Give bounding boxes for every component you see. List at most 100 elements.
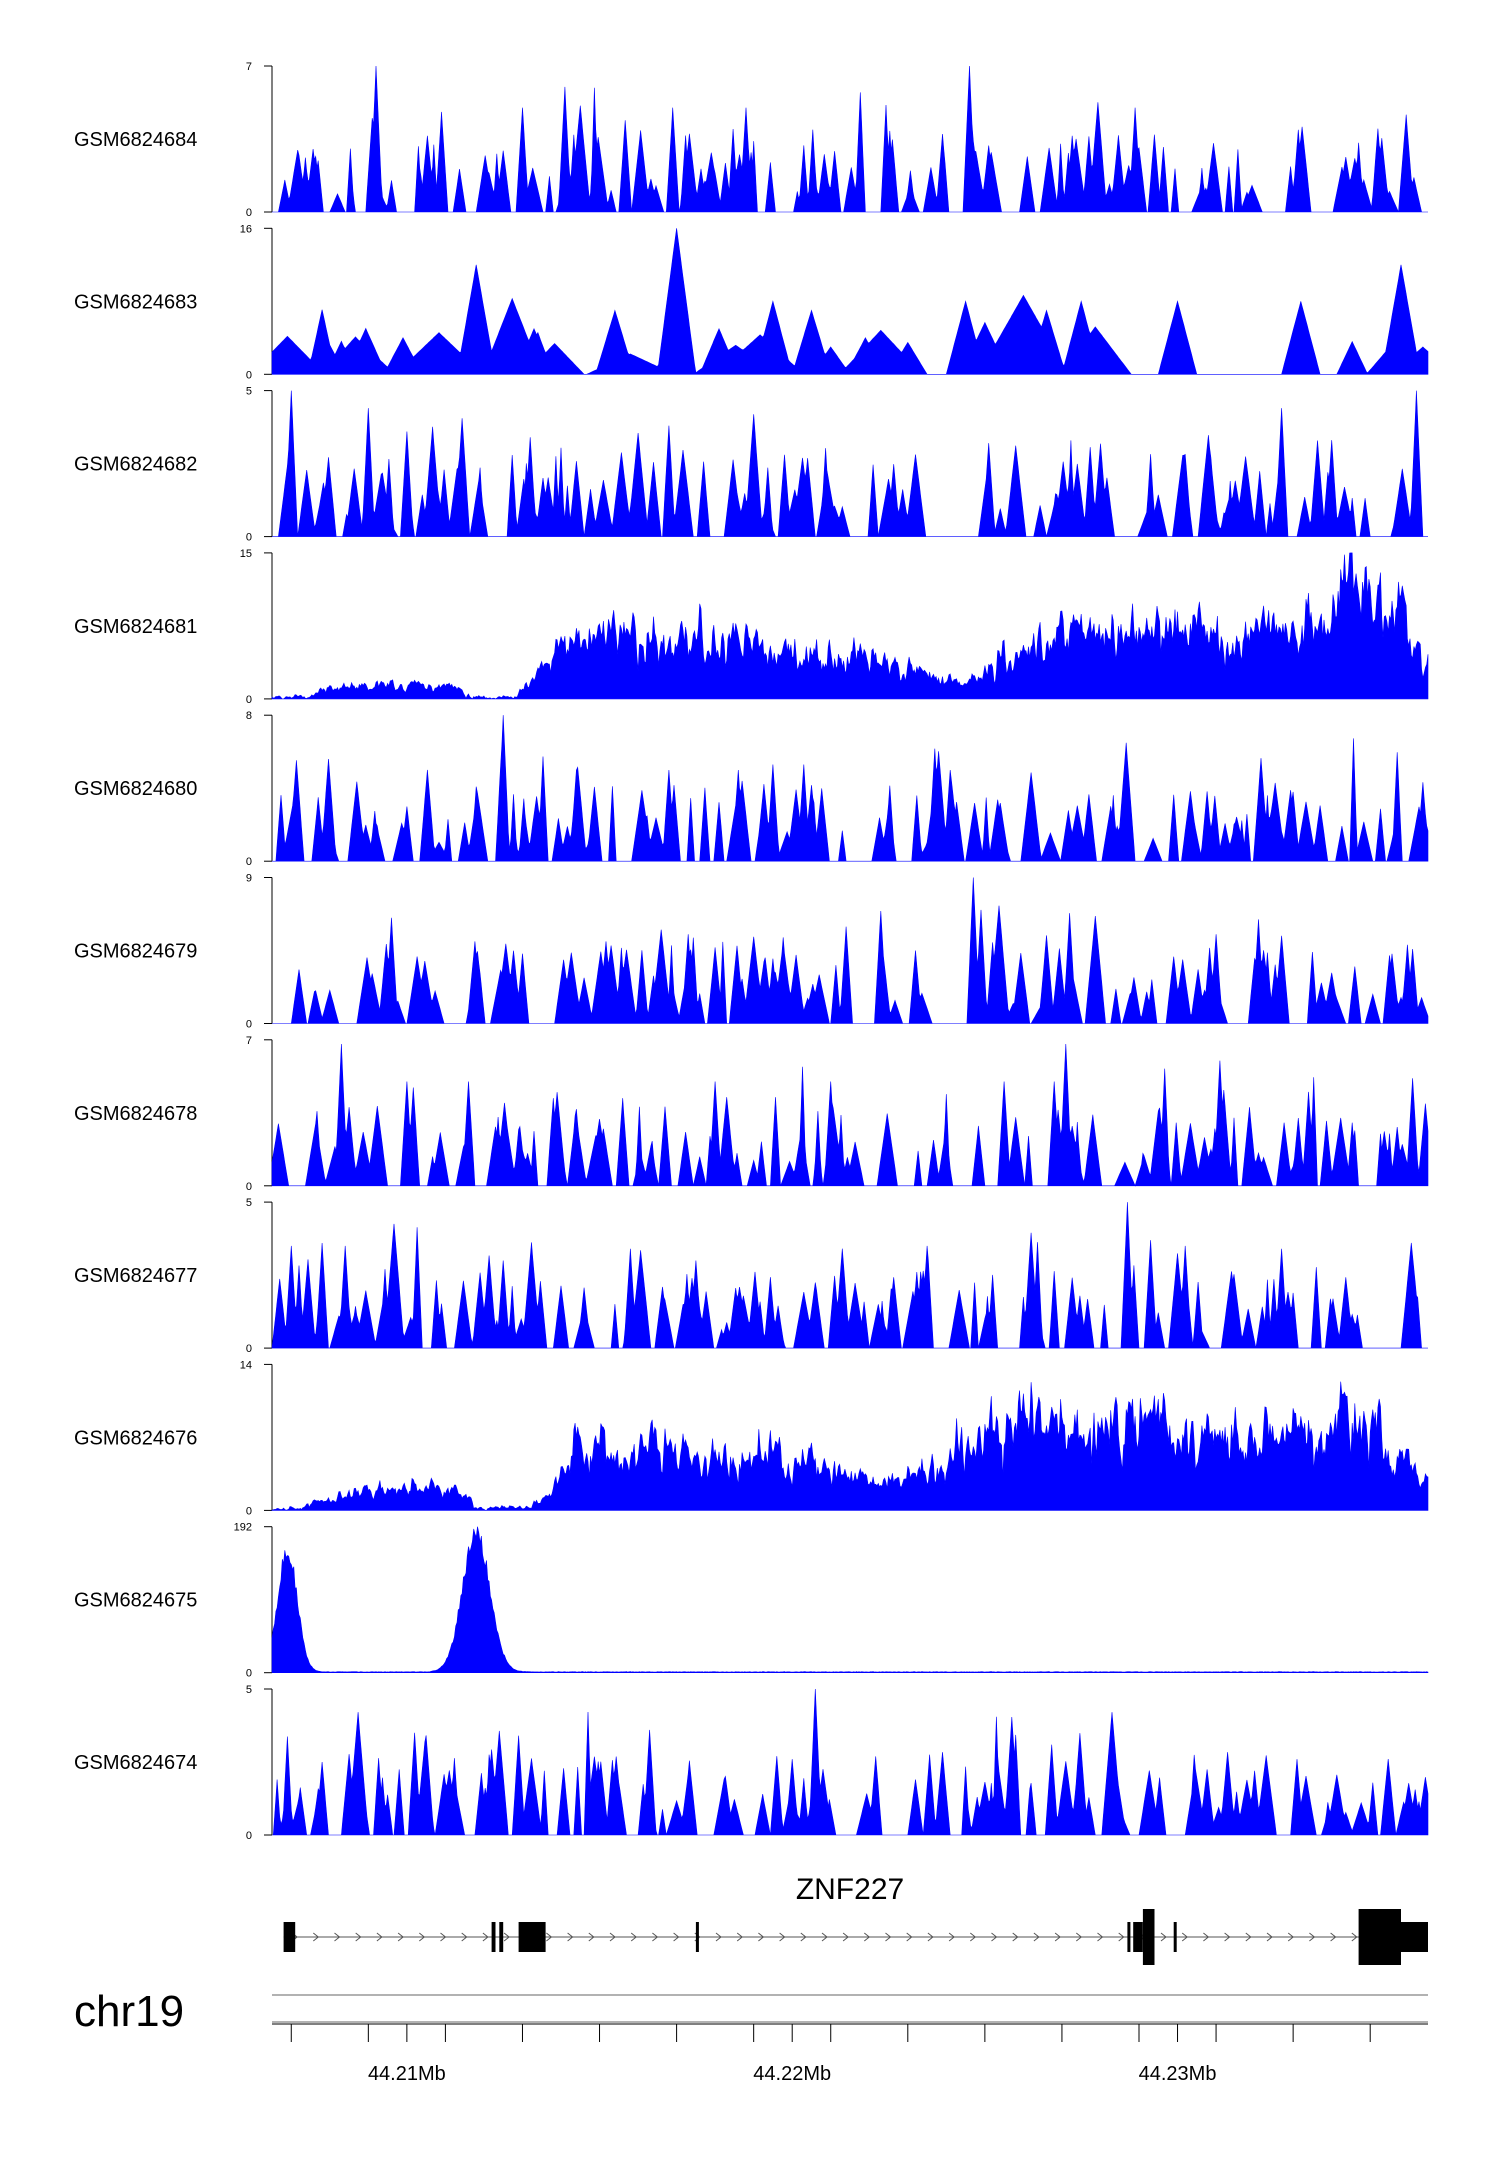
coverage-area	[272, 877, 1429, 1024]
exon-block	[1173, 1922, 1177, 1952]
coverage-area	[270, 1381, 1429, 1511]
track-GSM6824674: GSM6824674 5 0	[74, 1684, 1429, 1842]
genome-axis: chr19 44.21Mb 44.22Mb 44.23Mb	[74, 1987, 1428, 2085]
track-label: GSM6824682	[74, 454, 197, 476]
y-min-label: 0	[246, 694, 252, 706]
strand-arrow	[906, 1932, 913, 1942]
coverage-area	[271, 1526, 1429, 1673]
y-max-label: 5	[246, 1197, 252, 1209]
strand-arrow	[1033, 1932, 1040, 1942]
coverage-area	[272, 1688, 1429, 1836]
coverage-area	[272, 390, 1428, 537]
y-min-label: 0	[246, 369, 252, 381]
y-min-label: 0	[246, 1019, 252, 1031]
track-label: GSM6824681	[74, 616, 197, 638]
coverage-area	[272, 715, 1429, 862]
track-label: GSM6824675	[74, 1590, 197, 1612]
strand-arrow	[588, 1932, 595, 1942]
y-min-label: 0	[246, 207, 252, 219]
track-label: GSM6824684	[74, 129, 197, 151]
strand-arrow	[440, 1932, 447, 1942]
strand-arrow	[1118, 1932, 1125, 1942]
strand-arrow	[948, 1932, 955, 1942]
strand-arrow	[1012, 1932, 1019, 1942]
x-tick-label: 44.22Mb	[753, 2063, 831, 2085]
strand-arrow	[312, 1932, 320, 1942]
y-max-label: 5	[246, 1684, 252, 1696]
exon-block	[695, 1922, 699, 1952]
track-GSM6824678: GSM6824678 7 0	[74, 1035, 1429, 1193]
chromosome-label: chr19	[74, 1987, 184, 2036]
strand-arrow	[885, 1932, 892, 1942]
strand-arrow	[842, 1932, 849, 1942]
x-tick-label: 44.21Mb	[368, 2063, 446, 2085]
y-max-label: 192	[234, 1522, 252, 1534]
strand-arrow	[334, 1932, 341, 1942]
strand-arrow	[1160, 1932, 1167, 1942]
coverage-area	[271, 1202, 1428, 1349]
y-min-label: 0	[246, 1343, 252, 1355]
exon-block	[518, 1922, 546, 1952]
strand-arrow	[1224, 1932, 1231, 1942]
strand-arrow	[1245, 1932, 1252, 1942]
y-min-label: 0	[246, 1830, 252, 1842]
strand-arrow	[969, 1932, 977, 1942]
y-max-label: 15	[240, 548, 252, 560]
strand-arrow	[821, 1932, 828, 1942]
strand-arrow	[863, 1932, 871, 1942]
coverage-area	[271, 1043, 1429, 1187]
track-GSM6824684: GSM6824684 7 0	[74, 61, 1428, 219]
exon-block	[491, 1922, 496, 1952]
strand-arrow	[630, 1932, 638, 1942]
y-min-label: 0	[246, 532, 252, 544]
track-label: GSM6824679	[74, 941, 197, 963]
exon-block	[499, 1922, 504, 1952]
strand-arrow	[927, 1932, 934, 1942]
y-max-label: 9	[246, 873, 252, 885]
exon-block	[1401, 1922, 1428, 1952]
track-GSM6824681: GSM6824681 15 0	[74, 548, 1429, 706]
strand-arrow	[1351, 1932, 1358, 1942]
track-GSM6824675: GSM6824675 192 0	[74, 1522, 1429, 1680]
track-label: GSM6824678	[74, 1103, 197, 1125]
y-max-label: 14	[240, 1359, 252, 1371]
strand-arrow	[1097, 1932, 1104, 1942]
coverage-area	[271, 552, 1429, 700]
strand-arrow	[503, 1932, 510, 1942]
track-GSM6824682: GSM6824682 5 0	[74, 386, 1428, 544]
track-GSM6824683: GSM6824683 16 0	[74, 223, 1429, 381]
track-GSM6824679: GSM6824679 9 0	[74, 873, 1429, 1031]
strand-arrow	[355, 1932, 362, 1942]
y-max-label: 7	[246, 61, 252, 73]
gene-annotation-track: ZNF227	[283, 1873, 1428, 1965]
track-label: GSM6824683	[74, 291, 197, 313]
exon-block	[1133, 1922, 1143, 1952]
strand-arrow	[376, 1932, 383, 1942]
strand-arrow	[991, 1932, 998, 1942]
strand-arrow	[1075, 1932, 1083, 1942]
strand-arrow	[567, 1932, 574, 1942]
coverage-area	[271, 228, 1429, 375]
gene-name-label: ZNF227	[796, 1873, 904, 1906]
strand-arrow	[1203, 1932, 1210, 1942]
strand-arrow	[715, 1932, 722, 1942]
exon-block	[1358, 1909, 1401, 1965]
strand-arrow	[1330, 1932, 1337, 1942]
strand-arrow	[418, 1932, 426, 1942]
strand-arrow	[461, 1932, 468, 1942]
strand-arrow	[1266, 1932, 1273, 1942]
strand-arrow	[546, 1932, 553, 1942]
strand-arrow	[609, 1932, 616, 1942]
y-max-label: 7	[246, 1035, 252, 1047]
strand-arrow	[673, 1932, 680, 1942]
track-GSM6824676: GSM6824676 14 0	[74, 1359, 1429, 1517]
y-min-label: 0	[246, 1505, 252, 1517]
strand-arrow	[1054, 1932, 1061, 1942]
coverage-area	[272, 65, 1428, 213]
y-min-label: 0	[246, 1668, 252, 1680]
exon-block	[1127, 1922, 1131, 1952]
y-max-label: 8	[246, 710, 252, 722]
y-min-label: 0	[246, 856, 252, 868]
track-label: GSM6824677	[74, 1265, 197, 1287]
